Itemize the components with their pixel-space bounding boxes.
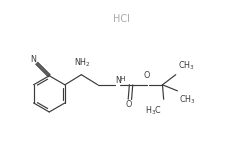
Text: N: N: [30, 55, 36, 64]
Text: O: O: [143, 71, 150, 80]
Text: H$_3$C: H$_3$C: [145, 105, 162, 117]
Text: NH$_2$: NH$_2$: [74, 56, 90, 69]
Text: HCl: HCl: [113, 14, 130, 24]
Text: O: O: [125, 100, 132, 109]
Text: CH$_3$: CH$_3$: [179, 93, 196, 106]
Text: CH$_3$: CH$_3$: [177, 59, 194, 72]
Text: N: N: [114, 76, 120, 85]
Text: H: H: [118, 77, 124, 83]
